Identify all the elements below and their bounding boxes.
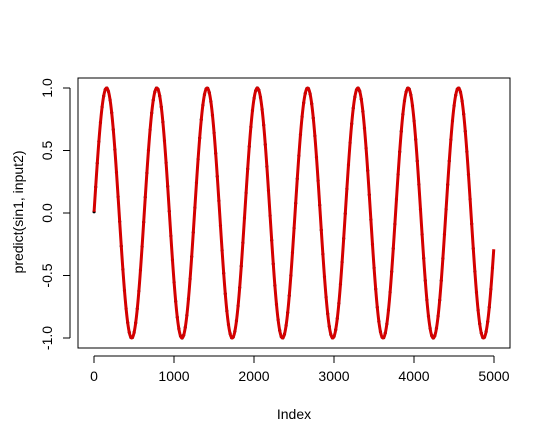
- x-tick-label: 2000: [238, 368, 269, 384]
- x-tick-label: 0: [90, 368, 98, 384]
- plot-box: [77, 77, 511, 349]
- x-tick-label: 1000: [158, 368, 189, 384]
- x-axis: 0 1000 2000 3000 4000 5000: [90, 355, 510, 384]
- y-axis-label: predict(sin1, input2): [10, 151, 26, 274]
- x-axis-label: Index: [277, 406, 311, 422]
- y-tick-label: 1.0: [39, 78, 55, 98]
- y-axis: -1.0 -0.5 0.0 0.5 1.0: [39, 78, 71, 350]
- y-tick-label: -0.5: [39, 263, 55, 287]
- y-tick-label: -1.0: [39, 326, 55, 350]
- x-tick-label: 5000: [478, 368, 509, 384]
- x-tick-label: 3000: [318, 368, 349, 384]
- series-line: [92, 86, 496, 340]
- y-tick-label: 0.0: [39, 203, 55, 223]
- series-points: [92, 86, 495, 340]
- series-line-path: [92, 86, 496, 340]
- y-tick-label: 0.5: [39, 141, 55, 161]
- x-tick-label: 4000: [398, 368, 429, 384]
